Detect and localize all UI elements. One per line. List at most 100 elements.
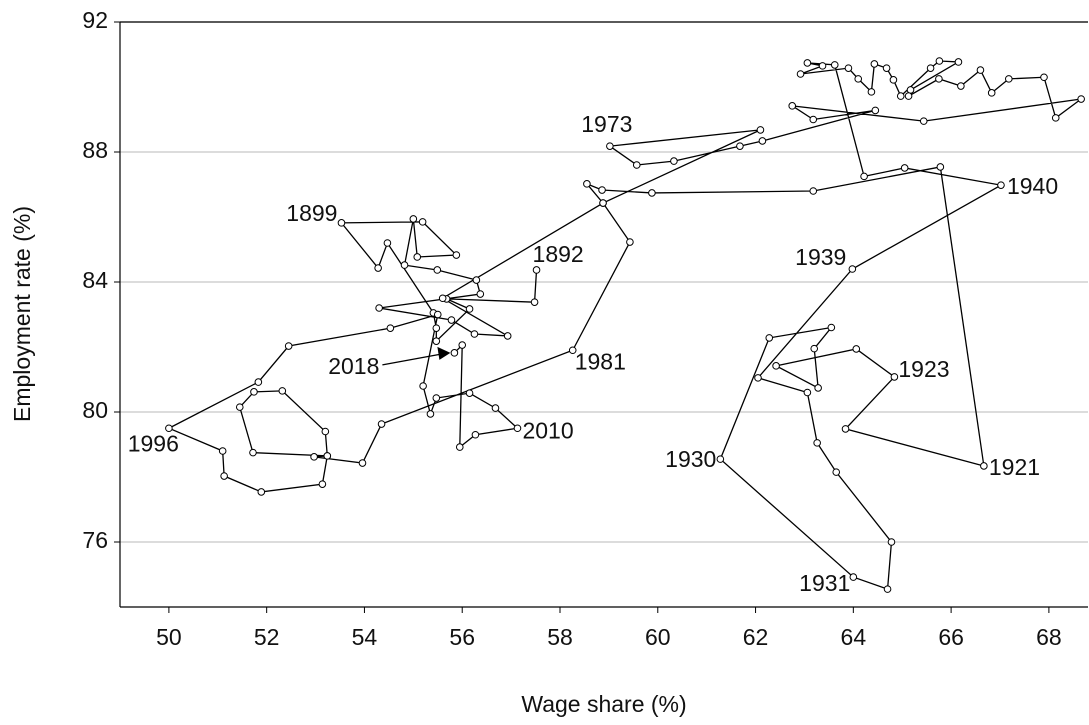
annotation: 1996 [128,430,179,456]
data-point [383,239,392,247]
annotation: 1892 [533,241,584,267]
data-point [220,472,228,480]
data-point [832,468,841,476]
data-point [165,424,173,433]
data-point [810,344,819,353]
data-point [465,305,474,313]
data-point [438,294,447,303]
y-tick-label: 92 [82,7,108,33]
data-point [976,66,985,74]
annotation: 1923 [898,356,949,382]
data-point [870,60,879,68]
data-point [670,157,678,165]
data-point [788,102,797,110]
data-point [1077,95,1085,103]
data-point [1051,114,1060,122]
data-point [310,453,318,461]
data-point [1040,73,1048,82]
data-point [452,251,461,259]
data-point [377,420,386,428]
data-point [491,404,500,412]
data-point [900,164,909,172]
data-point [450,349,459,357]
x-tick-label: 62 [743,624,769,650]
data-point [386,324,395,332]
data-point [471,430,480,439]
data-point [796,70,805,78]
data-point [250,388,258,396]
data-point [936,163,945,171]
x-tick-label: 66 [938,624,964,650]
data-point [889,76,898,84]
data-point [987,89,996,97]
data-point [433,266,442,274]
annotation: 1899 [286,200,337,226]
y-tick-label: 88 [82,137,108,163]
data-point [375,304,383,312]
data-point [896,92,905,100]
arrow-head [437,346,451,360]
data-point [426,410,435,418]
data-point [458,341,467,349]
data-point [254,378,263,386]
data-point [606,142,614,150]
data-point [472,276,481,284]
data-point [530,298,539,306]
data-point [841,425,850,433]
data-point [447,316,456,324]
data-point [883,585,892,593]
data-point [844,64,853,72]
data-point [814,384,822,392]
x-tick-label: 58 [547,624,573,650]
data-point [583,180,591,188]
data-point [374,264,382,272]
annotation: 2018 [328,353,379,379]
annotation: 2010 [522,417,573,443]
data-point [337,219,346,227]
x-axis-label: Wage share (%) [521,691,686,717]
data-point [852,345,861,353]
data-point [257,488,266,496]
data-point [809,187,818,195]
data-point [926,64,935,72]
x-tick-label: 50 [156,624,182,650]
data-point [432,394,441,402]
data-point [772,362,780,370]
data-point [887,538,896,546]
data-point [465,389,474,397]
data-point [318,480,327,488]
data-point [980,462,988,470]
data-point [803,59,812,67]
data-point [890,373,899,381]
data-point [599,199,607,207]
data-point [754,374,762,382]
data-point [906,86,915,94]
data-point [716,455,725,463]
data-point [284,342,293,350]
data-point [867,88,876,96]
annotation-arrow [382,353,443,366]
annotation: 1939 [795,244,846,270]
data-point [503,332,512,340]
y-axis-label: Employment rate (%) [9,206,35,422]
data-point [935,75,943,83]
data-point [626,238,634,246]
data-point [957,82,965,90]
x-tick-label: 60 [645,624,671,650]
y-tick-label: 76 [82,527,108,553]
data-point [632,161,641,169]
data-point [470,330,479,338]
data-point [433,310,442,319]
data-point [418,218,427,226]
x-tick-label: 52 [254,624,280,650]
x-tick-label: 54 [352,624,378,650]
data-point [400,261,409,269]
y-tick-label: 84 [82,267,108,293]
data-point [860,172,868,181]
data-point [476,290,485,298]
data-point [818,62,827,70]
data-point [756,126,765,134]
data-point [758,137,767,145]
data-point [809,115,818,124]
